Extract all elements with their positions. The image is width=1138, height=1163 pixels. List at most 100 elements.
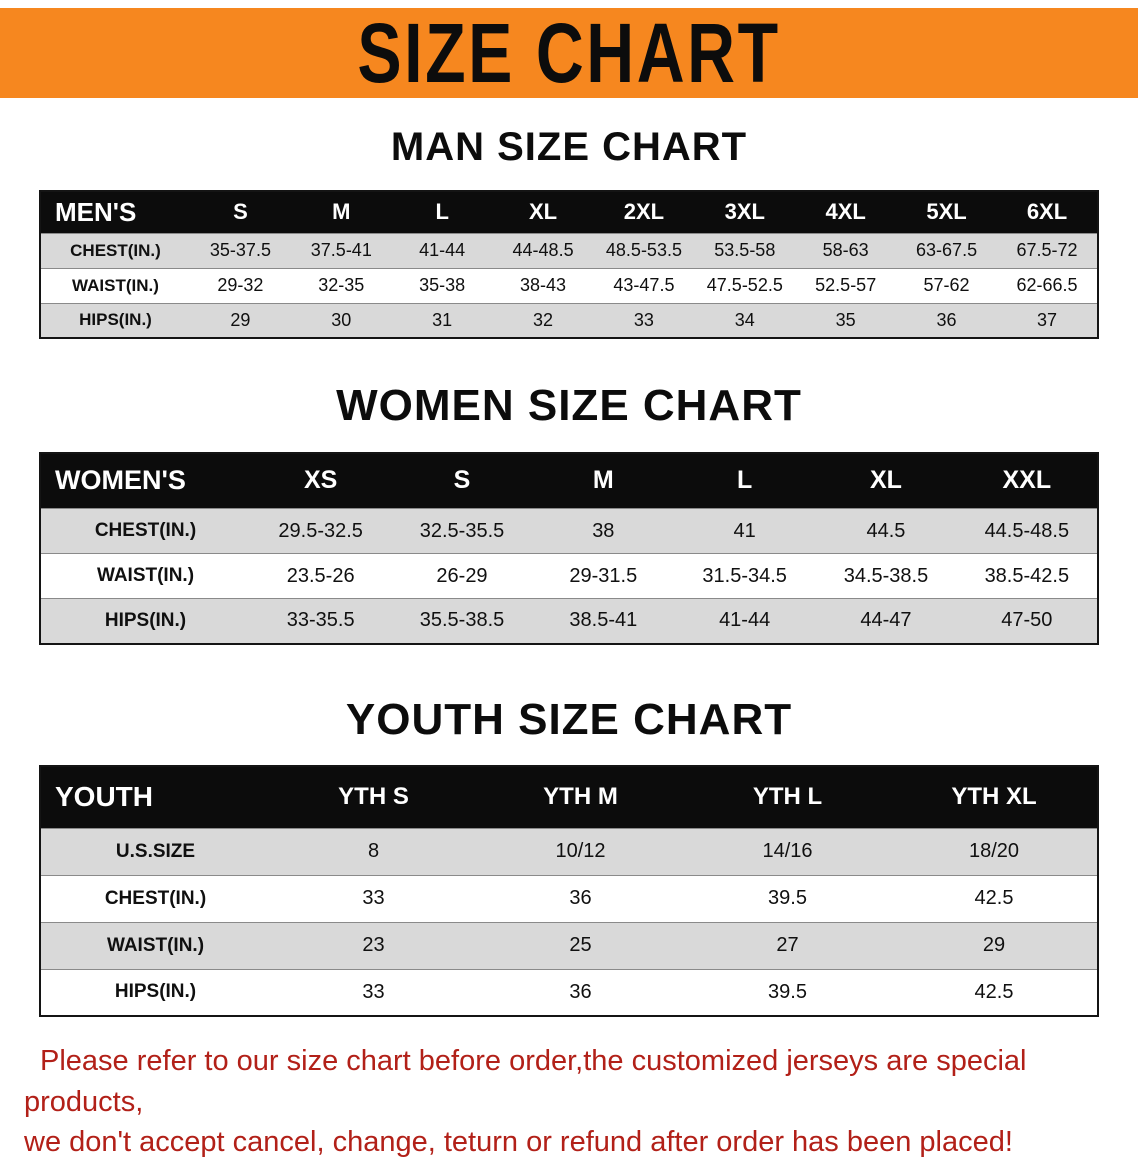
size-value: 44-48.5 <box>512 240 574 260</box>
size-value: 53.5-58 <box>714 240 776 260</box>
size-value: 29-31.5 <box>569 564 638 587</box>
size-column-header: L <box>673 452 816 509</box>
row-label: WAIST(IN.) <box>106 934 205 956</box>
men-size-section: MAN SIZE CHART MEN'S S M L XL 2XL 3XL 4XL 5XL 6XL… <box>0 124 1138 339</box>
size-value: 10/12 <box>555 840 606 863</box>
men-size-table: MEN'S S M L XL 2XL 3XL 4XL 5XL 6XL CHEST(IN.) 35-37… <box>39 190 1099 339</box>
size-column-header: 6XL <box>997 191 1098 233</box>
table-row: CHEST(IN.) 29.5-32.5 32.5-35.5 38 41 44.5 44.5… <box>40 508 1098 554</box>
size-value: 63-67.5 <box>916 240 978 260</box>
size-value: 58-63 <box>822 240 869 260</box>
size-chart-banner: SIZE CHART <box>0 8 1138 98</box>
size-value: 8 <box>367 840 380 863</box>
size-value: 32-35 <box>318 275 365 295</box>
size-value: 31.5-34.5 <box>702 564 787 587</box>
size-value: 30 <box>331 309 352 330</box>
size-value: 33-35.5 <box>286 609 355 632</box>
size-column-header: XXL <box>956 452 1098 509</box>
row-label: CHEST(IN.) <box>70 240 161 260</box>
size-column-header: 5XL <box>896 191 997 233</box>
size-value: 37.5-41 <box>310 240 372 260</box>
size-value: 31 <box>432 309 453 330</box>
size-value: 27 <box>776 934 799 957</box>
women-size-heading: WOMEN SIZE CHART <box>336 381 802 430</box>
size-value: 34.5-38.5 <box>843 564 929 587</box>
row-label: HIPS(IN.) <box>104 609 187 631</box>
size-value: 29-32 <box>217 275 264 295</box>
size-column-header: M <box>290 191 392 233</box>
size-value: 38-43 <box>520 275 567 295</box>
table-header-row: WOMEN'S XS S M L XL XXL <box>40 452 1098 509</box>
size-value: 41 <box>733 519 756 542</box>
men-size-heading: MAN SIZE CHART <box>390 125 748 169</box>
size-value: 33 <box>362 887 385 910</box>
size-value: 38.5-42.5 <box>984 564 1070 587</box>
disclaimer-text: Please refer to our size chart before or… <box>24 1041 1122 1163</box>
table-row: WAIST(IN.) 23.5-26 26-29 29-31.5 31.5-34.5 34… <box>40 553 1098 599</box>
size-value: 39.5 <box>768 887 807 910</box>
size-value: 26-29 <box>436 564 488 587</box>
size-value: 62-66.5 <box>1016 275 1078 295</box>
size-value: 39.5 <box>768 980 807 1003</box>
disclaimer-line-1: Please refer to our size chart before or… <box>24 1045 1027 1118</box>
table-header-row: YOUTH YTH S YTH M YTH L YTH XL <box>40 766 1098 829</box>
table-row: WAIST(IN.) 29-32 32-35 35-38 38-43 43-47.5 47.… <box>40 268 1098 303</box>
size-column-header: 4XL <box>795 191 897 233</box>
size-value: 29 <box>982 934 1006 957</box>
table-group-label: WOMEN'S <box>40 452 250 509</box>
row-label: CHEST(IN.) <box>104 887 207 909</box>
size-column-header: YTH L <box>684 766 891 829</box>
size-value: 25 <box>569 934 592 957</box>
size-value: 42.5 <box>974 887 1014 910</box>
size-value: 14/16 <box>762 840 813 863</box>
row-label: U.S.SIZE <box>115 840 196 862</box>
size-value: 32 <box>533 309 554 330</box>
size-column-header: XL <box>815 452 957 509</box>
size-value: 33 <box>633 309 654 330</box>
size-column-header: YTH M <box>477 766 684 829</box>
size-value: 47.5-52.5 <box>706 275 783 295</box>
row-label: WAIST(IN.) <box>72 275 159 295</box>
table-group-label: YOUTH <box>40 766 270 829</box>
banner-title: SIZE CHART <box>357 5 781 101</box>
size-value: 23 <box>362 934 385 957</box>
size-column-header: 2XL <box>593 191 695 233</box>
disclaimer-line-2: we don't accept cancel, change, teturn o… <box>24 1126 1013 1159</box>
size-column-header: L <box>391 191 493 233</box>
size-value: 47-50 <box>1001 609 1053 632</box>
size-value: 36 <box>569 980 592 1003</box>
table-row: CHEST(IN.) 35-37.5 37.5-41 41-44 44-48.5 48.5… <box>40 233 1098 268</box>
size-value: 52.5-57 <box>815 275 877 295</box>
size-value: 32.5-35.5 <box>419 519 505 542</box>
size-value: 35-37.5 <box>209 240 271 260</box>
size-value: 44.5 <box>866 519 906 542</box>
size-value: 41-44 <box>419 240 466 260</box>
row-label: HIPS(IN.) <box>79 310 152 330</box>
table-row: WAIST(IN.) 23 25 27 29 <box>40 922 1098 970</box>
size-column-header: M <box>532 452 674 509</box>
size-value: 23.5-26 <box>286 564 355 587</box>
size-column-header: YTH XL <box>891 766 1098 829</box>
size-value: 57-62 <box>923 275 970 295</box>
size-value: 18/20 <box>968 840 1020 863</box>
size-column-header: S <box>190 191 291 233</box>
table-row: CHEST(IN.) 33 36 39.5 42.5 <box>40 875 1098 923</box>
youth-size-section: YOUTH SIZE CHART YOUTH YTH S YTH M YTH L YTH… <box>0 695 1138 1018</box>
table-row: U.S.SIZE 8 10/12 14/16 18/20 <box>40 828 1098 876</box>
size-value: 44-47 <box>860 609 912 632</box>
table-row: HIPS(IN.) 33 36 39.5 42.5 <box>40 969 1098 1017</box>
size-column-header: S <box>391 452 533 509</box>
row-label: CHEST(IN.) <box>94 520 197 542</box>
row-label: HIPS(IN.) <box>114 981 197 1003</box>
size-value: 33 <box>362 980 385 1003</box>
size-value: 41-44 <box>719 609 771 632</box>
size-value: 29 <box>230 309 251 330</box>
size-column-header: YTH S <box>270 766 477 829</box>
size-value: 44.5-48.5 <box>984 519 1070 542</box>
size-value: 43-47.5 <box>613 275 675 295</box>
size-value: 35-38 <box>419 275 466 295</box>
size-value: 29.5-32.5 <box>278 519 363 542</box>
row-label: WAIST(IN.) <box>96 565 195 587</box>
table-row: HIPS(IN.) 29 30 31 32 33 34 35 36 37 <box>40 303 1098 338</box>
size-value: 38 <box>592 519 615 542</box>
